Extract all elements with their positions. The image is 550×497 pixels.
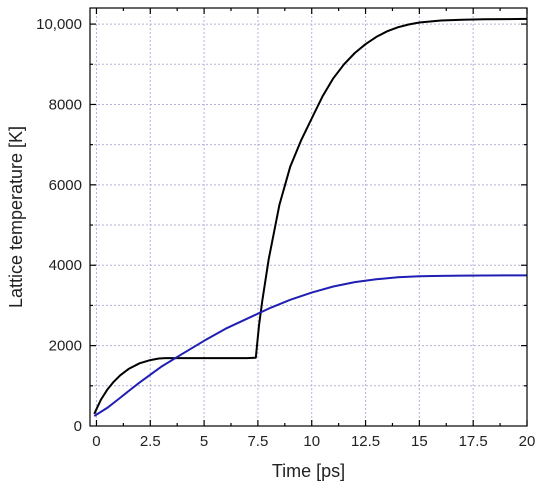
x-tick-label: 17.5 <box>459 433 488 450</box>
x-tick-label: 20 <box>519 433 536 450</box>
y-tick-labels: 0 2000 4000 6000 8000 10,000 <box>36 16 82 435</box>
x-tick-label: 0 <box>92 433 100 450</box>
plot-frame <box>89 7 528 427</box>
x-axis-title: Time [ps] <box>272 461 345 481</box>
grid <box>90 8 528 426</box>
y-tick-label: 2000 <box>49 338 82 355</box>
x-tick-labels: 0 2.5 5 7.5 10 12.5 15 17.5 20 <box>92 433 535 450</box>
axis-ticks <box>90 8 528 426</box>
y-tick-label: 4000 <box>49 257 82 274</box>
x-tick-label: 5 <box>200 433 208 450</box>
y-tick-label: 6000 <box>49 177 82 194</box>
x-tick-label: 7.5 <box>247 433 268 450</box>
x-tick-label: 10 <box>303 433 320 450</box>
series-line-black <box>93 17 528 415</box>
x-tick-label: 15 <box>411 433 428 450</box>
y-tick-label: 0 <box>74 418 82 435</box>
series-group <box>93 17 528 417</box>
x-tick-label: 12.5 <box>351 433 380 450</box>
y-tick-label: 10,000 <box>36 16 82 33</box>
x-tick-label: 2.5 <box>140 433 161 450</box>
y-tick-label: 8000 <box>49 96 82 113</box>
y-axis-title: Lattice temperature [K] <box>6 126 26 308</box>
series-line-blue <box>93 274 527 417</box>
